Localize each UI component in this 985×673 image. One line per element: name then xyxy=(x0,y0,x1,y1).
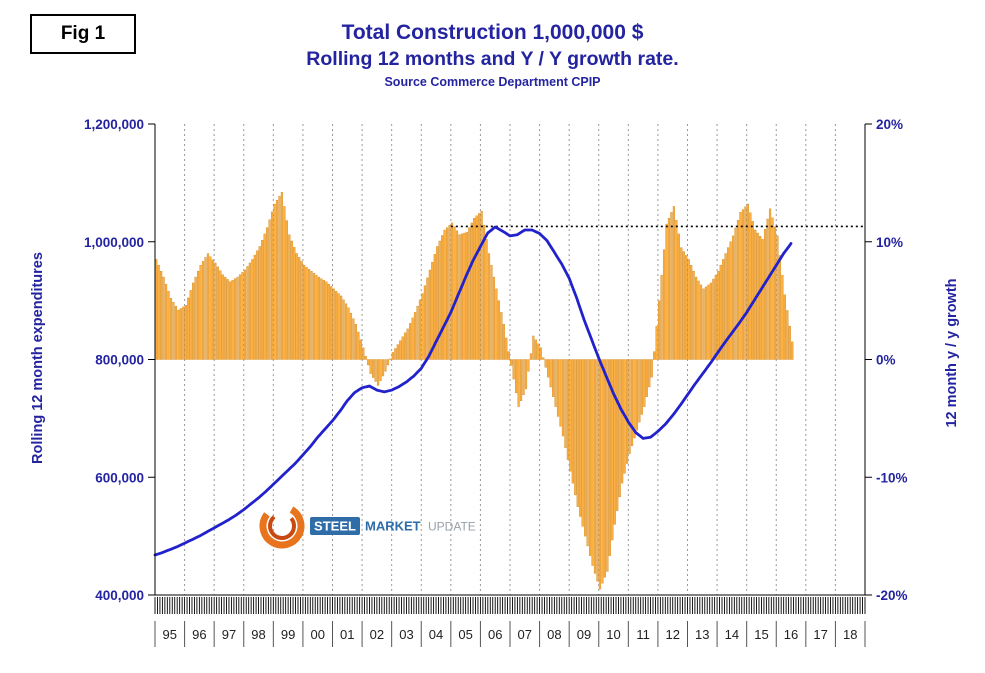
svg-text:17: 17 xyxy=(813,627,827,642)
svg-text:06: 06 xyxy=(488,627,502,642)
svg-text:1,200,000: 1,200,000 xyxy=(84,117,144,132)
svg-text:1,000,000: 1,000,000 xyxy=(84,235,144,250)
svg-text:800,000: 800,000 xyxy=(95,353,144,368)
svg-text:11: 11 xyxy=(636,627,650,642)
svg-text:-20%: -20% xyxy=(876,588,908,603)
svg-text:04: 04 xyxy=(429,627,443,642)
svg-text:-10%: -10% xyxy=(876,470,908,485)
svg-text:14: 14 xyxy=(725,627,739,642)
chart-source: Source Commerce Department CPIP xyxy=(384,74,601,89)
svg-text:18: 18 xyxy=(843,627,857,642)
figure-label-box: Fig 1 xyxy=(30,14,136,54)
svg-text:05: 05 xyxy=(458,627,472,642)
svg-text:20%: 20% xyxy=(876,117,903,132)
svg-text:13: 13 xyxy=(695,627,709,642)
svg-text:10: 10 xyxy=(606,627,620,642)
svg-text:600,000: 600,000 xyxy=(95,470,144,485)
svg-text:00: 00 xyxy=(310,627,324,642)
svg-text:10%: 10% xyxy=(876,235,903,250)
svg-text:99: 99 xyxy=(281,627,295,642)
svg-text:STEEL: STEEL xyxy=(314,519,356,534)
svg-text:12: 12 xyxy=(665,627,679,642)
chart-title: Total Construction 1,000,000 $ xyxy=(341,21,644,44)
x-axis-month-ticks xyxy=(154,597,866,614)
svg-text:MARKET: MARKET xyxy=(365,519,421,534)
svg-text:03: 03 xyxy=(399,627,413,642)
svg-text:0%: 0% xyxy=(876,353,896,368)
svg-text:96: 96 xyxy=(192,627,206,642)
svg-text:02: 02 xyxy=(370,627,384,642)
right-axis-ticks: 20% 10% 0% -10% -20% xyxy=(865,117,908,603)
x-axis-year-labels: 95 96 97 98 99 00 01 02 03 04 05 06 07 08 09 10 11 12 13 14… xyxy=(154,621,866,647)
svg-text:01: 01 xyxy=(340,627,354,642)
svg-text:400,000: 400,000 xyxy=(95,588,144,603)
svg-text:97: 97 xyxy=(222,627,236,642)
svg-text:07: 07 xyxy=(518,627,532,642)
svg-text:UPDATE: UPDATE xyxy=(428,520,476,534)
svg-text:98: 98 xyxy=(251,627,265,642)
svg-text:95: 95 xyxy=(163,627,177,642)
svg-text:16: 16 xyxy=(784,627,798,642)
chart-title-block: Total Construction 1,000,000 $ Rolling 1… xyxy=(0,20,985,89)
smu-swoosh-icon xyxy=(259,503,305,549)
gridlines xyxy=(184,124,836,595)
left-axis-ticks: 1,200,000 1,000,000 800,000 600,000 400,000 xyxy=(84,117,155,603)
smu-logo: STEEL MARKET UPDATE xyxy=(259,503,476,549)
expenditure-line xyxy=(153,225,793,557)
svg-text:09: 09 xyxy=(577,627,591,642)
svg-text:08: 08 xyxy=(547,627,561,642)
figure-label: Fig 1 xyxy=(60,23,106,44)
chart-subtitle: Rolling 12 months and Y / Y growth rate. xyxy=(306,48,679,71)
svg-text:15: 15 xyxy=(754,627,768,642)
